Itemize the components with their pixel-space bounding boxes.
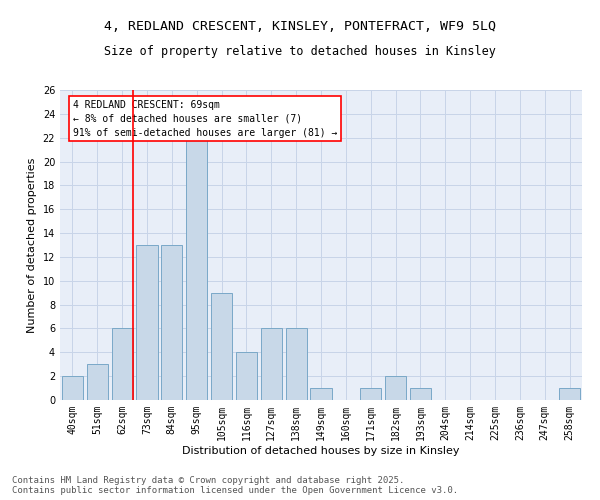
Text: Contains HM Land Registry data © Crown copyright and database right 2025.
Contai: Contains HM Land Registry data © Crown c… xyxy=(12,476,458,495)
Bar xyxy=(62,376,83,400)
Bar xyxy=(87,364,108,400)
Text: Size of property relative to detached houses in Kinsley: Size of property relative to detached ho… xyxy=(104,45,496,58)
Bar xyxy=(161,245,182,400)
Y-axis label: Number of detached properties: Number of detached properties xyxy=(27,158,37,332)
Bar xyxy=(286,328,307,400)
Bar xyxy=(136,245,158,400)
Bar xyxy=(236,352,257,400)
Bar xyxy=(211,292,232,400)
Bar xyxy=(310,388,332,400)
Bar xyxy=(186,138,207,400)
Bar xyxy=(385,376,406,400)
X-axis label: Distribution of detached houses by size in Kinsley: Distribution of detached houses by size … xyxy=(182,446,460,456)
Bar xyxy=(261,328,282,400)
Text: 4, REDLAND CRESCENT, KINSLEY, PONTEFRACT, WF9 5LQ: 4, REDLAND CRESCENT, KINSLEY, PONTEFRACT… xyxy=(104,20,496,33)
Bar xyxy=(410,388,431,400)
Bar xyxy=(112,328,133,400)
Text: 4 REDLAND CRESCENT: 69sqm
← 8% of detached houses are smaller (7)
91% of semi-de: 4 REDLAND CRESCENT: 69sqm ← 8% of detach… xyxy=(73,100,337,138)
Bar xyxy=(559,388,580,400)
Bar xyxy=(360,388,381,400)
